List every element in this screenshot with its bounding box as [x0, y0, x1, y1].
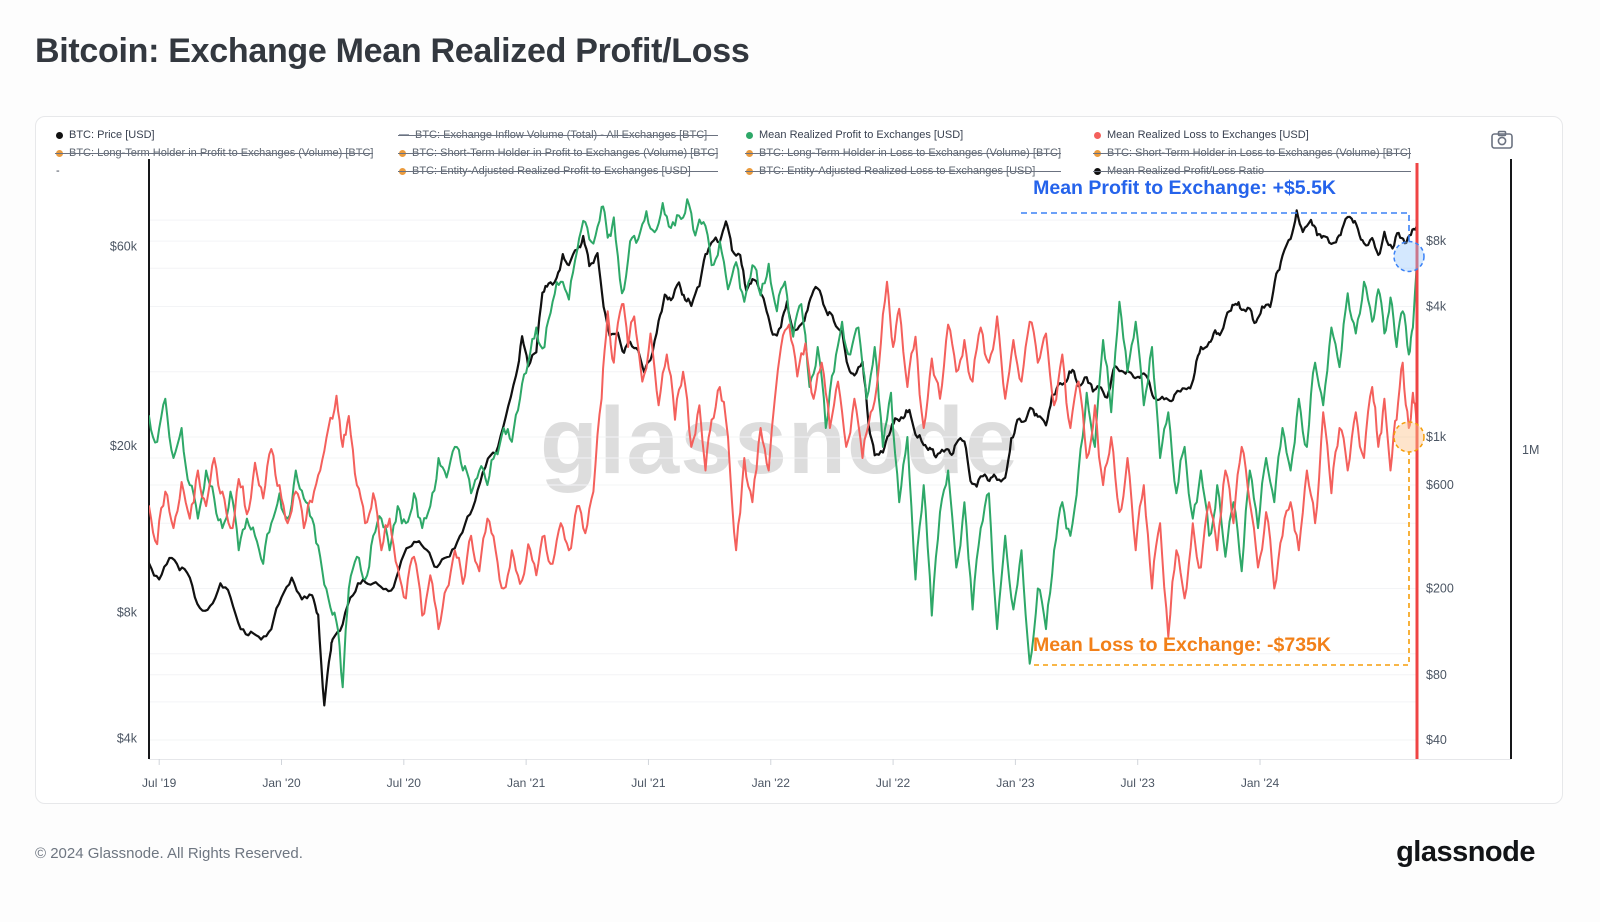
- profit-highlight-circle: [1393, 240, 1425, 273]
- legend-item-label: BTC: Price [USD]: [69, 129, 155, 141]
- right-axis-label: $600: [1426, 478, 1454, 492]
- legend-item-label: -: [56, 165, 60, 177]
- glassnode-watermark: glassnode: [540, 388, 1019, 494]
- left-axis-label: $60k: [110, 239, 138, 253]
- legend-item[interactable]: BTC: Entity-Adjusted Realized Profit to …: [397, 162, 719, 180]
- legend-column: BTC: Price [USD] BTC: Long-Term Holder in…: [54, 126, 374, 180]
- profit-annotation: Mean Profit to Exchange: +$5.5K: [1033, 177, 1336, 199]
- legend-item[interactable]: BTC: Entity-Adjusted Realized Loss to Ex…: [744, 162, 1062, 180]
- series-dot-icon: [746, 131, 753, 139]
- x-tick-label: Jul '21: [631, 776, 666, 790]
- legend-item[interactable]: -: [56, 162, 373, 180]
- loss-highlight-circle: [1393, 421, 1425, 453]
- x-tick-label: Jan '20: [262, 776, 301, 790]
- legend-item[interactable]: BTC: Short-Term Holder in Loss to Exchan…: [1093, 144, 1411, 162]
- legend-item[interactable]: BTC: Long-Term Holder in Profit to Excha…: [54, 144, 374, 162]
- legend-item[interactable]: BTC: Long-Term Holder in Loss to Exchang…: [744, 144, 1062, 162]
- series-dot-icon: [1094, 131, 1101, 139]
- right-axis-label: $8k: [1426, 234, 1447, 248]
- legend-item[interactable]: Mean Realized Profit to Exchanges [USD]: [746, 126, 1061, 144]
- loss-connector-line: [1034, 452, 1410, 666]
- x-tick-label: Jul '19: [142, 776, 177, 790]
- page-title: Bitcoin: Exchange Mean Realized Profit/L…: [35, 32, 750, 70]
- legend-column: Mean Realized Loss to Exchanges [USD] BTC…: [1093, 126, 1411, 180]
- loss-annotation: Mean Loss to Exchange: -$735K: [1032, 634, 1331, 656]
- series-line: [149, 198, 1417, 689]
- legend-item[interactable]: BTC: Exchange Inflow Volume (Total) - Al…: [397, 126, 719, 144]
- copyright-text: © 2024 Glassnode. All Rights Reserved.: [35, 845, 303, 862]
- x-tick-label: Jan '21: [507, 776, 546, 790]
- right-axis-label: $200: [1426, 581, 1454, 595]
- left-axis-label: $4k: [117, 732, 138, 746]
- x-tick-label: Jul '23: [1121, 776, 1156, 790]
- series-dot-icon: [56, 131, 63, 139]
- glassnode-logo: glassnode: [1396, 836, 1535, 868]
- right-axis-label: $1k: [1426, 430, 1447, 444]
- series-line: [149, 280, 1417, 638]
- legend-item-label: Mean Realized Loss to Exchanges [USD]: [1107, 129, 1309, 141]
- legend-item[interactable]: BTC: Short-Term Holder in Profit to Exch…: [397, 144, 719, 162]
- x-tick-label: Jan '22: [752, 776, 791, 790]
- right-axis-label: $80: [1426, 668, 1447, 682]
- right-axis-label: $40: [1426, 733, 1447, 747]
- x-tick-label: Jul '20: [387, 776, 422, 790]
- legend-item[interactable]: Mean Realized Loss to Exchanges [USD]: [1094, 126, 1411, 144]
- right-axis-label: $4k: [1426, 299, 1447, 313]
- legend-column: Mean Realized Profit to Exchanges [USD] B…: [744, 126, 1062, 180]
- x-tick-label: Jan '23: [996, 776, 1035, 790]
- series-line: [149, 209, 1417, 707]
- ratio-axis-label: 1M: [1522, 443, 1539, 457]
- legend-item[interactable]: BTC: Price [USD]: [56, 126, 373, 144]
- camera-icon[interactable]: [1490, 129, 1514, 151]
- legend-item-label: Mean Realized Profit to Exchanges [USD]: [759, 129, 964, 141]
- chart-card: BTC: Price [USD] BTC: Long-Term Holder in…: [35, 116, 1563, 804]
- legend-item[interactable]: Mean Realized Profit/Loss Ratio: [1093, 162, 1411, 180]
- x-tick-label: Jan '24: [1241, 776, 1280, 790]
- legend-column: BTC: Exchange Inflow Volume (Total) - Al…: [397, 126, 719, 180]
- chart-canvas[interactable]: Jul '19 Jan '20 Jul '20 Jan '21 Jul '21 Jan '…: [36, 117, 1564, 805]
- left-axis-label: $20k: [110, 439, 138, 453]
- left-axis-label: $8k: [117, 606, 138, 620]
- x-tick-label: Jul '22: [876, 776, 911, 790]
